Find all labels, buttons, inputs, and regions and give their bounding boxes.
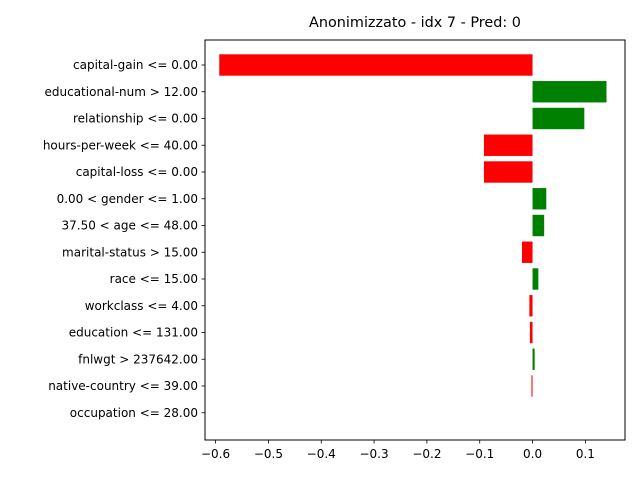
y-tick-label: workclass <= 4.00 <box>85 299 198 313</box>
bar <box>532 348 535 370</box>
y-tick-label: 37.50 < age <= 48.00 <box>62 219 198 233</box>
y-tick-label: capital-loss <= 0.00 <box>76 165 198 179</box>
bar <box>532 188 547 210</box>
y-tick-label: fnlwgt > 237642.00 <box>78 352 198 366</box>
bar <box>531 375 533 397</box>
bar <box>529 295 533 317</box>
bar <box>483 134 533 156</box>
x-tick-label: −0.2 <box>412 447 441 461</box>
x-tick-label: −0.4 <box>307 447 336 461</box>
x-tick-label: 0.0 <box>523 447 542 461</box>
x-tick-label: −0.6 <box>201 447 230 461</box>
bar <box>483 161 533 183</box>
y-tick-label: occupation <= 28.00 <box>70 406 198 420</box>
bar <box>532 107 585 130</box>
x-tick-label: −0.5 <box>254 447 283 461</box>
y-tick-label: marital-status > 15.00 <box>62 245 198 259</box>
y-tick-label: relationship <= 0.00 <box>73 112 198 126</box>
chart-title: Anonimizzato - idx 7 - Pred: 0 <box>309 15 521 31</box>
y-tick-label: native-country <= 39.00 <box>48 379 198 393</box>
bar <box>521 241 533 263</box>
x-tick-label: 0.1 <box>576 447 595 461</box>
bar <box>532 214 545 237</box>
bar <box>532 81 607 103</box>
plot-frame <box>204 39 626 441</box>
y-tick-label: 0.00 < gender <= 1.00 <box>57 192 198 206</box>
y-tick-label: educational-num > 12.00 <box>45 85 199 99</box>
bar <box>219 54 533 76</box>
y-tick-label: race <= 15.00 <box>110 272 198 286</box>
bar <box>532 268 539 290</box>
y-tick-label: education <= 131.00 <box>69 326 198 340</box>
x-tick-label: −0.3 <box>359 447 388 461</box>
y-tick-label: capital-gain <= 0.00 <box>73 58 198 72</box>
x-tick-label: −0.1 <box>465 447 494 461</box>
bar <box>529 321 533 344</box>
y-tick-label: hours-per-week <= 40.00 <box>43 138 198 152</box>
